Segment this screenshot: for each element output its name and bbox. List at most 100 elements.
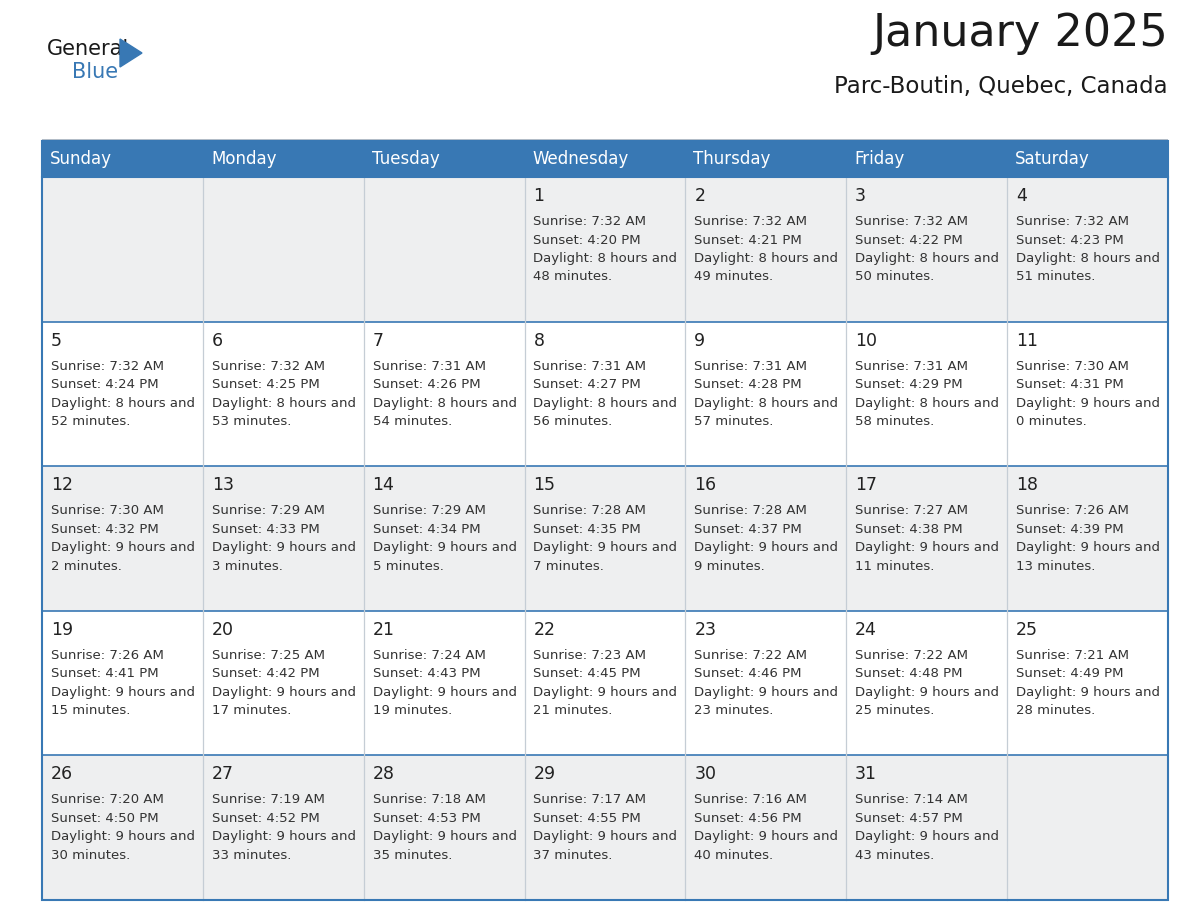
Text: Daylight: 8 hours and: Daylight: 8 hours and	[694, 252, 839, 265]
Text: Monday: Monday	[211, 150, 277, 168]
Text: Sunrise: 7:32 AM: Sunrise: 7:32 AM	[533, 215, 646, 228]
Polygon shape	[120, 39, 143, 67]
Text: Daylight: 8 hours and: Daylight: 8 hours and	[533, 252, 677, 265]
Text: Sunrise: 7:24 AM: Sunrise: 7:24 AM	[373, 649, 486, 662]
Text: 18: 18	[1016, 476, 1038, 494]
Text: 15: 15	[533, 476, 556, 494]
Text: 33 minutes.: 33 minutes.	[211, 849, 291, 862]
Text: Parc-Boutin, Quebec, Canada: Parc-Boutin, Quebec, Canada	[834, 75, 1168, 98]
Text: Sunrise: 7:29 AM: Sunrise: 7:29 AM	[373, 504, 486, 517]
Text: 17 minutes.: 17 minutes.	[211, 704, 291, 717]
Text: Daylight: 9 hours and: Daylight: 9 hours and	[211, 831, 355, 844]
Text: 2 minutes.: 2 minutes.	[51, 560, 121, 573]
Text: Sunday: Sunday	[50, 150, 112, 168]
Bar	[525, 141, 685, 177]
Text: 27: 27	[211, 766, 234, 783]
Text: Daylight: 9 hours and: Daylight: 9 hours and	[1016, 542, 1159, 554]
Text: 30: 30	[694, 766, 716, 783]
Text: Sunrise: 7:30 AM: Sunrise: 7:30 AM	[51, 504, 164, 517]
Text: Daylight: 8 hours and: Daylight: 8 hours and	[855, 252, 999, 265]
Text: Sunrise: 7:31 AM: Sunrise: 7:31 AM	[533, 360, 646, 373]
Bar	[203, 141, 364, 177]
Text: Sunset: 4:20 PM: Sunset: 4:20 PM	[533, 233, 642, 247]
Text: 3: 3	[855, 187, 866, 205]
Text: Daylight: 9 hours and: Daylight: 9 hours and	[51, 831, 195, 844]
Text: 20: 20	[211, 621, 234, 639]
Text: 16: 16	[694, 476, 716, 494]
Text: Daylight: 9 hours and: Daylight: 9 hours and	[533, 831, 677, 844]
Text: Daylight: 9 hours and: Daylight: 9 hours and	[373, 831, 517, 844]
Text: 48 minutes.: 48 minutes.	[533, 271, 613, 284]
Text: Daylight: 9 hours and: Daylight: 9 hours and	[211, 686, 355, 699]
Text: Sunset: 4:33 PM: Sunset: 4:33 PM	[211, 522, 320, 536]
Text: Sunset: 4:41 PM: Sunset: 4:41 PM	[51, 667, 158, 680]
Text: Sunrise: 7:27 AM: Sunrise: 7:27 AM	[855, 504, 968, 517]
Bar	[1007, 141, 1168, 177]
Text: Sunset: 4:34 PM: Sunset: 4:34 PM	[373, 522, 480, 536]
Text: Sunrise: 7:19 AM: Sunrise: 7:19 AM	[211, 793, 324, 806]
Text: Sunset: 4:46 PM: Sunset: 4:46 PM	[694, 667, 802, 680]
Text: 13: 13	[211, 476, 234, 494]
Text: Sunset: 4:32 PM: Sunset: 4:32 PM	[51, 522, 158, 536]
Text: Sunset: 4:26 PM: Sunset: 4:26 PM	[373, 378, 480, 391]
Text: Sunset: 4:38 PM: Sunset: 4:38 PM	[855, 522, 962, 536]
Text: Sunset: 4:53 PM: Sunset: 4:53 PM	[373, 812, 480, 825]
Text: 22: 22	[533, 621, 556, 639]
Text: Sunrise: 7:32 AM: Sunrise: 7:32 AM	[694, 215, 808, 228]
Text: Sunset: 4:57 PM: Sunset: 4:57 PM	[855, 812, 963, 825]
Text: 50 minutes.: 50 minutes.	[855, 271, 935, 284]
Text: 53 minutes.: 53 minutes.	[211, 415, 291, 428]
Text: 52 minutes.: 52 minutes.	[51, 415, 131, 428]
Text: 3 minutes.: 3 minutes.	[211, 560, 283, 573]
Text: 9: 9	[694, 331, 706, 350]
Text: Sunset: 4:28 PM: Sunset: 4:28 PM	[694, 378, 802, 391]
Text: 17: 17	[855, 476, 877, 494]
Text: 14: 14	[373, 476, 394, 494]
Text: Sunset: 4:43 PM: Sunset: 4:43 PM	[373, 667, 480, 680]
Text: 12: 12	[51, 476, 72, 494]
Text: Sunset: 4:29 PM: Sunset: 4:29 PM	[855, 378, 962, 391]
Text: Sunrise: 7:31 AM: Sunrise: 7:31 AM	[855, 360, 968, 373]
Bar	[42, 141, 1168, 900]
Text: Daylight: 9 hours and: Daylight: 9 hours and	[211, 542, 355, 554]
Text: 31: 31	[855, 766, 877, 783]
Text: 6: 6	[211, 331, 223, 350]
Text: 28 minutes.: 28 minutes.	[1016, 704, 1095, 717]
Text: Daylight: 8 hours and: Daylight: 8 hours and	[694, 397, 839, 409]
Text: Daylight: 8 hours and: Daylight: 8 hours and	[51, 397, 195, 409]
Bar	[42, 141, 203, 177]
Text: Sunset: 4:27 PM: Sunset: 4:27 PM	[533, 378, 642, 391]
Bar	[42, 610, 1168, 756]
Text: 23 minutes.: 23 minutes.	[694, 704, 773, 717]
Text: Sunrise: 7:32 AM: Sunrise: 7:32 AM	[51, 360, 164, 373]
Text: Daylight: 9 hours and: Daylight: 9 hours and	[694, 831, 839, 844]
Text: Sunrise: 7:31 AM: Sunrise: 7:31 AM	[373, 360, 486, 373]
Text: Daylight: 8 hours and: Daylight: 8 hours and	[373, 397, 517, 409]
Text: Friday: Friday	[854, 150, 904, 168]
Bar	[846, 141, 1007, 177]
Text: 10: 10	[855, 331, 877, 350]
Text: 13 minutes.: 13 minutes.	[1016, 560, 1095, 573]
Text: 5 minutes.: 5 minutes.	[373, 560, 443, 573]
Text: 5: 5	[51, 331, 62, 350]
Bar	[42, 177, 1168, 321]
Text: Sunset: 4:45 PM: Sunset: 4:45 PM	[533, 667, 642, 680]
Bar	[42, 466, 1168, 610]
Text: 49 minutes.: 49 minutes.	[694, 271, 773, 284]
Text: Daylight: 9 hours and: Daylight: 9 hours and	[855, 542, 999, 554]
Text: Saturday: Saturday	[1016, 150, 1089, 168]
Text: Sunset: 4:23 PM: Sunset: 4:23 PM	[1016, 233, 1124, 247]
Text: Sunrise: 7:31 AM: Sunrise: 7:31 AM	[694, 360, 808, 373]
Text: Sunrise: 7:28 AM: Sunrise: 7:28 AM	[533, 504, 646, 517]
Text: 51 minutes.: 51 minutes.	[1016, 271, 1095, 284]
Text: Daylight: 9 hours and: Daylight: 9 hours and	[694, 686, 839, 699]
Text: 2: 2	[694, 187, 706, 205]
Text: 24: 24	[855, 621, 877, 639]
Text: 23: 23	[694, 621, 716, 639]
Text: Sunrise: 7:25 AM: Sunrise: 7:25 AM	[211, 649, 324, 662]
Text: Daylight: 9 hours and: Daylight: 9 hours and	[1016, 686, 1159, 699]
Text: Sunrise: 7:26 AM: Sunrise: 7:26 AM	[51, 649, 164, 662]
Text: Sunset: 4:21 PM: Sunset: 4:21 PM	[694, 233, 802, 247]
Text: Sunrise: 7:28 AM: Sunrise: 7:28 AM	[694, 504, 807, 517]
Text: Sunrise: 7:18 AM: Sunrise: 7:18 AM	[373, 793, 486, 806]
